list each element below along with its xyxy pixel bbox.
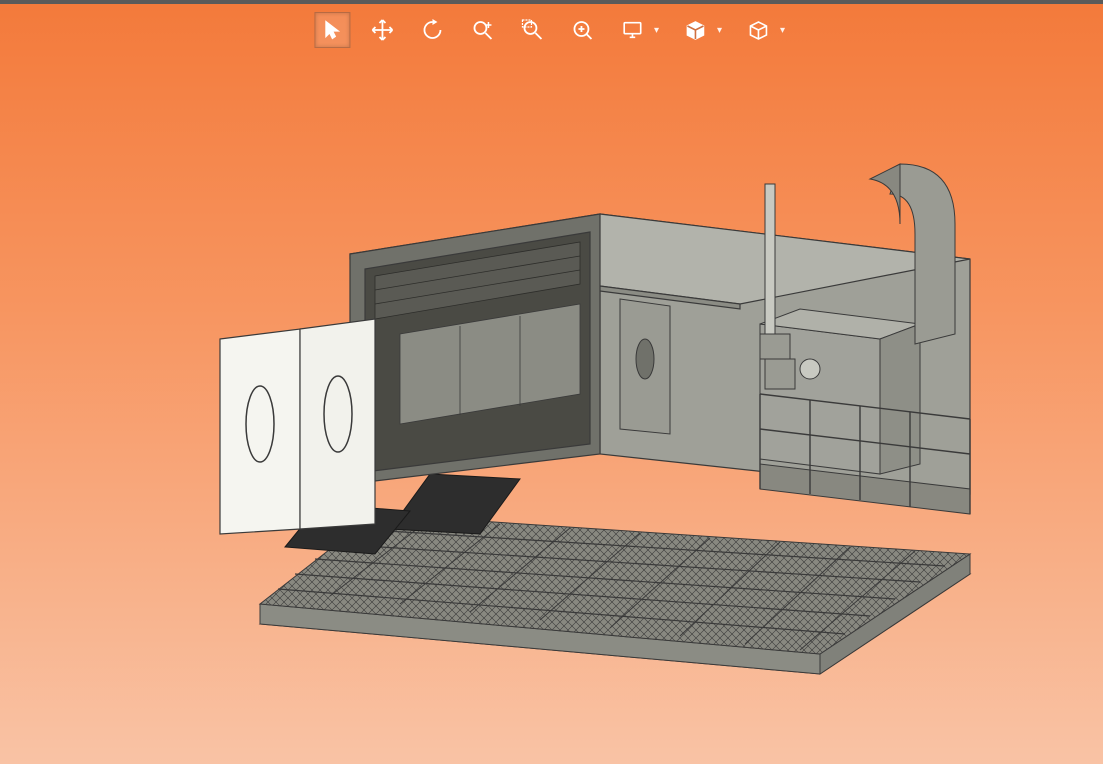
3d-viewport[interactable]: ▾ ▾ ▾	[0, 4, 1103, 764]
3d-model[interactable]	[200, 134, 980, 684]
box-solid-icon	[683, 18, 707, 42]
monitor-icon	[620, 19, 644, 41]
chevron-down-icon[interactable]: ▾	[776, 25, 789, 36]
view-mode-group: ▾	[677, 12, 726, 48]
zoom-window-tool[interactable]	[514, 12, 550, 48]
zoom-tool[interactable]	[464, 12, 500, 48]
chevron-down-icon[interactable]: ▾	[713, 25, 726, 36]
select-tool[interactable]	[314, 12, 350, 48]
display-mode-group: ▾	[614, 12, 663, 48]
model-svg	[200, 134, 980, 684]
chevron-down-icon[interactable]: ▾	[650, 25, 663, 36]
box-wire-icon	[746, 18, 770, 42]
projection-mode-group: ▾	[740, 12, 789, 48]
zoom-fit-icon	[570, 18, 594, 42]
projection-mode-button[interactable]	[740, 12, 776, 48]
zoom-fit-tool[interactable]	[564, 12, 600, 48]
cursor-icon	[321, 19, 343, 41]
display-mode-button[interactable]	[614, 12, 650, 48]
rotate-tool[interactable]	[414, 12, 450, 48]
viewport-toolbar: ▾ ▾ ▾	[308, 12, 795, 48]
view-mode-button[interactable]	[677, 12, 713, 48]
zoom-window-icon	[520, 18, 544, 42]
zoom-icon	[470, 18, 494, 42]
move-icon	[370, 18, 394, 42]
pan-tool[interactable]	[364, 12, 400, 48]
rotate-icon	[420, 18, 444, 42]
